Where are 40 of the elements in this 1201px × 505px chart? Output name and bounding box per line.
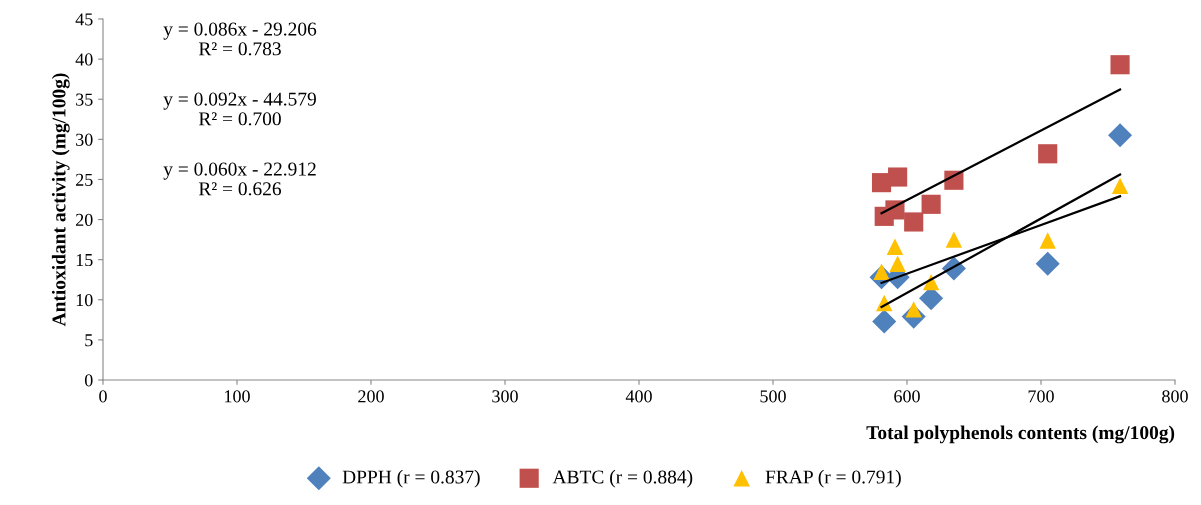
x-tick-label: 100 bbox=[225, 390, 250, 403]
x-tick-label: 800 bbox=[1162, 390, 1188, 403]
y-tick-label: 5 bbox=[85, 334, 93, 347]
point bbox=[1110, 55, 1130, 75]
point bbox=[1038, 144, 1058, 164]
y-tick-label: 15 bbox=[76, 254, 93, 267]
x-tick-label: 400 bbox=[625, 390, 652, 403]
legend-label: FRAP (r = 0.791) bbox=[765, 469, 901, 488]
point bbox=[904, 212, 924, 232]
point bbox=[889, 255, 906, 272]
legend-label: ABTC (r = 0.884) bbox=[552, 469, 693, 488]
y-tick-label: 25 bbox=[76, 173, 93, 186]
y-tick-label: 35 bbox=[76, 93, 93, 106]
y-tick-label: 0 bbox=[84, 374, 93, 387]
point bbox=[886, 238, 904, 256]
point bbox=[872, 309, 897, 334]
point bbox=[945, 231, 963, 248]
y-tick-label: 20 bbox=[76, 213, 93, 226]
x-tick-label: 0 bbox=[99, 390, 107, 403]
point bbox=[888, 167, 908, 187]
point bbox=[1035, 251, 1060, 276]
y-axis-title: Antioxidant activity (mg/100g) bbox=[51, 73, 70, 327]
y-tick-label: 40 bbox=[75, 53, 93, 66]
x-tick-label: 600 bbox=[894, 390, 920, 403]
point bbox=[1039, 232, 1056, 249]
annotation: y = 0.086x - 29.206 R² = 0.783 bbox=[163, 22, 317, 56]
x-tick-label: 700 bbox=[1028, 390, 1054, 403]
legend-label: DPPH (r = 0.837) bbox=[342, 469, 480, 488]
point bbox=[1111, 177, 1129, 195]
x-tick-label: 200 bbox=[358, 390, 384, 403]
x-axis-title: Total polyphenols contents (mg/100g) bbox=[866, 425, 1175, 444]
y-tick-label: 10 bbox=[76, 294, 93, 307]
point bbox=[921, 194, 941, 214]
x-tick-label: 500 bbox=[760, 390, 786, 403]
annotation: y = 0.060x - 22.912 R² = 0.626 bbox=[163, 162, 316, 196]
y-tick-label: 45 bbox=[75, 13, 93, 26]
point bbox=[1108, 123, 1133, 148]
x-tick-label: 300 bbox=[492, 390, 518, 403]
annotation: y = 0.092x - 44.579 R² = 0.700 bbox=[163, 92, 316, 126]
y-tick-label: 30 bbox=[76, 133, 93, 146]
